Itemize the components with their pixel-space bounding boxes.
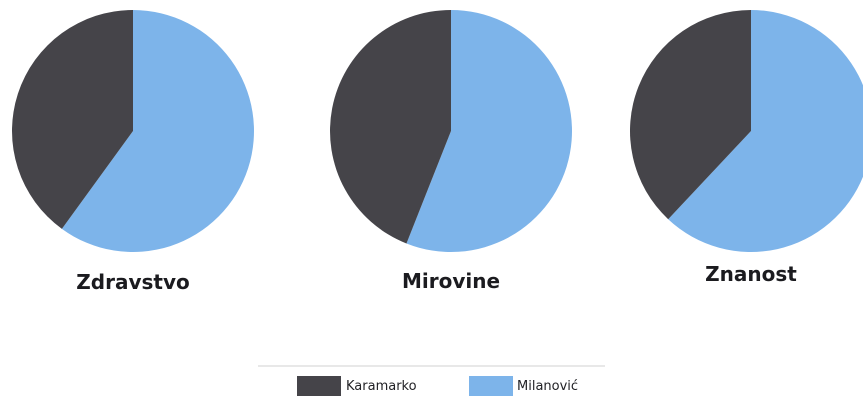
pie-slice-zdravstvo-milanovic [61,10,254,252]
pie-slice-mirovine-milanovic [406,10,572,252]
legend-label-karamarko: Karamarko [346,379,417,394]
pie-title-mirovine: Mirovine [402,269,500,293]
pie-group: Zdravstvo Mirovine Znanost [11,9,863,294]
pie-zdravstvo: Zdravstvo [11,10,254,294]
legend: Karamarko Milanović [258,365,605,396]
pie-znanost: Znanost [630,9,863,286]
pie-slice-mirovine-karamarko [329,9,451,244]
pie-slice-zdravstvo-karamarko [11,10,133,229]
pie-slice-znanost-karamarko [630,9,751,220]
legend-swatch-karamarko [297,376,341,396]
pie-title-znanost: Znanost [705,262,797,286]
pie-slice-znanost-milanovic [668,10,863,252]
pie-title-zdravstvo: Zdravstvo [76,270,189,294]
legend-swatch-milanovic [469,376,513,396]
pie-mirovine: Mirovine [329,9,572,293]
legend-label-milanovic: Milanović [517,379,578,394]
